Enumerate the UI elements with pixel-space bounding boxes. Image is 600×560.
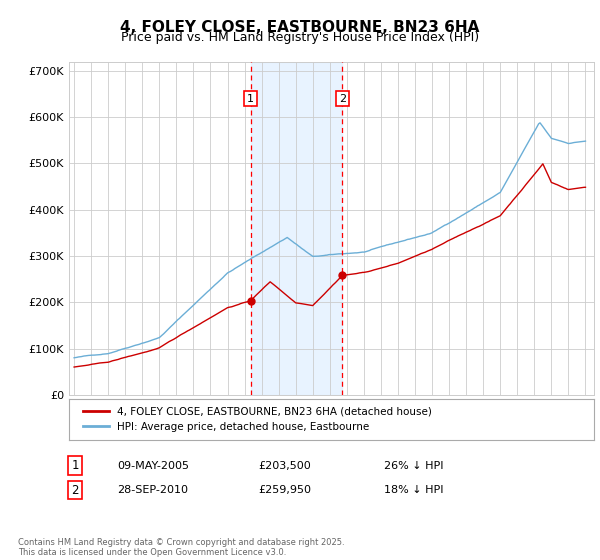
Text: 09-MAY-2005: 09-MAY-2005 (117, 461, 189, 471)
Text: 1: 1 (71, 459, 79, 473)
Text: 18% ↓ HPI: 18% ↓ HPI (384, 485, 443, 495)
Text: 2: 2 (339, 94, 346, 104)
Text: 1: 1 (247, 94, 254, 104)
Text: 4, FOLEY CLOSE, EASTBOURNE, BN23 6HA: 4, FOLEY CLOSE, EASTBOURNE, BN23 6HA (121, 20, 479, 35)
Text: £259,950: £259,950 (258, 485, 311, 495)
Text: Price paid vs. HM Land Registry's House Price Index (HPI): Price paid vs. HM Land Registry's House … (121, 31, 479, 44)
Text: 26% ↓ HPI: 26% ↓ HPI (384, 461, 443, 471)
Text: 28-SEP-2010: 28-SEP-2010 (117, 485, 188, 495)
Text: 2: 2 (71, 483, 79, 497)
Bar (251, 62, 343, 395)
Text: Contains HM Land Registry data © Crown copyright and database right 2025.
This d: Contains HM Land Registry data © Crown c… (18, 538, 344, 557)
Text: £203,500: £203,500 (258, 461, 311, 471)
Legend: 4, FOLEY CLOSE, EASTBOURNE, BN23 6HA (detached house), HPI: Average price, detac: 4, FOLEY CLOSE, EASTBOURNE, BN23 6HA (de… (79, 404, 435, 435)
